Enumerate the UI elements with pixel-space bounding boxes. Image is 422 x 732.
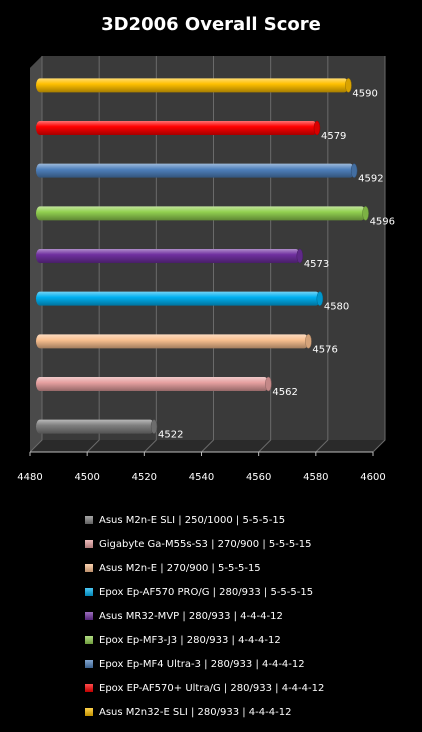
- bar-cap: [345, 78, 352, 93]
- legend-item: Asus M2n-E | 270/900 | 5-5-5-15: [85, 556, 415, 580]
- bar-body: [36, 163, 355, 178]
- legend-item: Asus M2n32-E SLI | 280/933 | 4-4-4-12: [85, 700, 415, 724]
- bar-body: [36, 377, 269, 391]
- bar-cap: [313, 120, 321, 136]
- data-label: 4573: [304, 259, 329, 270]
- legend-swatch: [85, 708, 93, 716]
- legend-swatch: [85, 516, 93, 524]
- legend-swatch: [85, 564, 93, 572]
- legend-item: Asus MR32-MVP | 280/933 | 4-4-4-12: [85, 604, 415, 628]
- legend-swatch: [85, 612, 93, 620]
- legend-label: Asus M2n-E | 270/900 | 5-5-5-15: [99, 562, 261, 574]
- data-label: 4579: [321, 131, 346, 142]
- legend-swatch: [85, 660, 93, 668]
- legend-item: Epox Ep-MF4 Ultra-3 | 280/933 | 4-4-4-12: [85, 652, 415, 676]
- bar-labels: 4590 4579 4592 4596 4573 4580 4576 4562 4522: [158, 88, 395, 440]
- legend-swatch: [85, 540, 93, 548]
- bar-body: [36, 249, 300, 263]
- chart-title: 3D2006 Overall Score: [101, 14, 321, 35]
- bar: [36, 120, 321, 136]
- data-label: 4590: [352, 88, 377, 99]
- bar: [36, 334, 312, 349]
- gridline: [29, 56, 43, 453]
- legend-item: Epox Ep-AF570 PRO/G | 280/933 | 5-5-5-15: [85, 580, 415, 604]
- bar-cap: [296, 248, 304, 264]
- data-label: 4580: [324, 302, 349, 313]
- legend-label: Epox Ep-MF4 Ultra-3 | 280/933 | 4-4-4-12: [99, 658, 305, 670]
- data-label: 4596: [370, 216, 395, 227]
- bar: [36, 419, 158, 434]
- bar-cap: [150, 419, 158, 434]
- bar-body: [36, 291, 320, 306]
- bar-body: [36, 419, 155, 434]
- x-tick-label: 4600: [360, 472, 385, 483]
- gridline: [258, 56, 272, 453]
- bar: [36, 291, 324, 306]
- x-tick-label: 4540: [189, 472, 214, 483]
- bar-body: [36, 78, 349, 93]
- bars: [36, 78, 369, 434]
- bar-cap: [265, 376, 272, 392]
- plot-side-wall: [30, 56, 42, 452]
- gridlines: [29, 56, 386, 453]
- bar: [36, 78, 352, 93]
- legend-item: Epox Ep-MF3-J3 | 280/933 | 4-4-4-12: [85, 628, 415, 652]
- x-axis-ticks: 4480 4500 4520 4540 4560 4580 4600: [17, 451, 386, 483]
- bar-cap: [316, 291, 324, 306]
- legend-label: Asus M2n-E SLI | 250/1000 | 5-5-5-15: [99, 514, 286, 526]
- bar: [36, 376, 272, 392]
- legend-label: Epox EP-AF570+ Ultra/G | 280/933 | 4-4-4…: [99, 682, 325, 694]
- legend-swatch: [85, 588, 93, 596]
- bar: [36, 163, 358, 178]
- bar: [36, 248, 304, 264]
- legend-item: Epox EP-AF570+ Ultra/G | 280/933 | 4-4-4…: [85, 676, 415, 700]
- legend-label: Epox Ep-MF3-J3 | 280/933 | 4-4-4-12: [99, 634, 281, 646]
- gridline: [143, 56, 157, 453]
- data-label: 4562: [272, 387, 297, 398]
- legend: Asus M2n-E SLI | 250/1000 | 5-5-5-15 Giga…: [85, 508, 415, 724]
- legend-swatch: [85, 636, 93, 644]
- x-tick-label: 4560: [246, 472, 271, 483]
- x-tick-label: 4520: [132, 472, 157, 483]
- x-tick-label: 4480: [17, 472, 42, 483]
- x-tick-label: 4580: [303, 472, 328, 483]
- bar-body: [36, 121, 317, 135]
- gridline: [201, 56, 214, 453]
- gridline: [315, 56, 329, 453]
- gridline: [372, 56, 386, 453]
- gridline: [86, 56, 100, 453]
- bar-body: [36, 206, 366, 221]
- legend-label: Epox Ep-AF570 PRO/G | 280/933 | 5-5-5-15: [99, 586, 314, 598]
- data-label: 4522: [158, 430, 183, 441]
- bar-cap: [305, 334, 312, 349]
- legend-item: Asus M2n-E SLI | 250/1000 | 5-5-5-15: [85, 508, 415, 532]
- legend-label: Gigabyte Ga-M55s-S3 | 270/900 | 5-5-5-15: [99, 538, 312, 550]
- data-label: 4576: [312, 344, 337, 355]
- legend-label: Asus MR32-MVP | 280/933 | 4-4-4-12: [99, 610, 283, 622]
- data-label: 4592: [358, 174, 383, 185]
- bar: [36, 206, 369, 221]
- legend-item: Gigabyte Ga-M55s-S3 | 270/900 | 5-5-5-15: [85, 532, 415, 556]
- bar-cap: [362, 206, 369, 221]
- legend-label: Asus M2n32-E SLI | 280/933 | 4-4-4-12: [99, 706, 292, 718]
- legend-swatch: [85, 684, 93, 692]
- bar-body: [36, 334, 309, 349]
- x-tick-label: 4500: [74, 472, 99, 483]
- bar-cap: [350, 163, 358, 178]
